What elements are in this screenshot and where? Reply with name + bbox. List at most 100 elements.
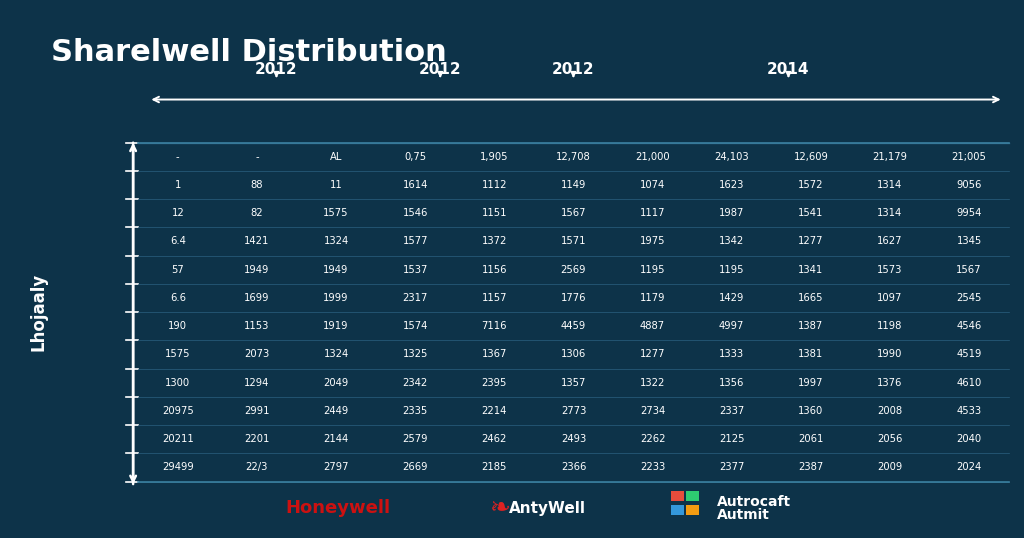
- Text: 1546: 1546: [402, 208, 428, 218]
- Text: 4610: 4610: [956, 378, 982, 388]
- Text: -: -: [255, 152, 259, 162]
- Text: 4546: 4546: [956, 321, 982, 331]
- Text: 1360: 1360: [798, 406, 823, 416]
- Text: 6.6: 6.6: [170, 293, 185, 303]
- Text: 1357: 1357: [561, 378, 586, 388]
- Text: 1574: 1574: [402, 321, 428, 331]
- Text: 2462: 2462: [481, 434, 507, 444]
- Text: 1342: 1342: [719, 236, 744, 246]
- Text: Lhojaaly: Lhojaaly: [30, 273, 48, 351]
- Text: Honeywell: Honeywell: [286, 499, 390, 518]
- Text: 21,000: 21,000: [635, 152, 670, 162]
- Text: 21;005: 21;005: [951, 152, 986, 162]
- Text: 1665: 1665: [798, 293, 823, 303]
- Text: 2201: 2201: [245, 434, 269, 444]
- Text: 1999: 1999: [324, 293, 349, 303]
- Text: 2991: 2991: [244, 406, 269, 416]
- Text: 12: 12: [171, 208, 184, 218]
- Text: 0,75: 0,75: [404, 152, 426, 162]
- Text: 2185: 2185: [481, 462, 507, 472]
- Text: 2144: 2144: [324, 434, 349, 444]
- Text: 1345: 1345: [956, 236, 982, 246]
- Text: 1623: 1623: [719, 180, 744, 190]
- Text: 2024: 2024: [956, 462, 982, 472]
- Text: 2012: 2012: [419, 62, 462, 77]
- Text: 12,609: 12,609: [794, 152, 828, 162]
- Text: 1575: 1575: [324, 208, 349, 218]
- Text: 1987: 1987: [719, 208, 744, 218]
- Text: 2214: 2214: [481, 406, 507, 416]
- Text: 4997: 4997: [719, 321, 744, 331]
- Text: 2012: 2012: [255, 62, 298, 77]
- Text: 4519: 4519: [956, 349, 982, 359]
- Text: 1153: 1153: [245, 321, 269, 331]
- Text: 1429: 1429: [719, 293, 744, 303]
- Text: 1575: 1575: [165, 349, 190, 359]
- Text: 2012: 2012: [552, 62, 595, 77]
- Text: AL: AL: [330, 152, 342, 162]
- Text: 1537: 1537: [402, 265, 428, 275]
- Text: 29499: 29499: [162, 462, 194, 472]
- Text: 1112: 1112: [481, 180, 507, 190]
- Text: 1157: 1157: [481, 293, 507, 303]
- Text: 1421: 1421: [245, 236, 269, 246]
- Text: 2773: 2773: [561, 406, 586, 416]
- Text: Autmit: Autmit: [717, 508, 770, 522]
- Text: 21,179: 21,179: [872, 152, 907, 162]
- Text: Sharelwell Distribution: Sharelwell Distribution: [51, 38, 446, 67]
- Text: 1341: 1341: [798, 265, 823, 275]
- Text: 1776: 1776: [561, 293, 586, 303]
- Text: 1627: 1627: [878, 236, 903, 246]
- Text: 1367: 1367: [481, 349, 507, 359]
- Text: 2125: 2125: [719, 434, 744, 444]
- Text: 1975: 1975: [640, 236, 666, 246]
- Text: 1: 1: [175, 180, 181, 190]
- Text: 2545: 2545: [956, 293, 982, 303]
- Text: 1376: 1376: [878, 378, 902, 388]
- Text: Autrocaft: Autrocaft: [717, 495, 791, 509]
- Text: 2734: 2734: [640, 406, 666, 416]
- Text: 1324: 1324: [324, 349, 349, 359]
- Text: 1997: 1997: [798, 378, 823, 388]
- Text: 1949: 1949: [324, 265, 349, 275]
- Text: 1097: 1097: [878, 293, 902, 303]
- Text: 1149: 1149: [561, 180, 586, 190]
- Text: -: -: [176, 152, 179, 162]
- Text: 1195: 1195: [719, 265, 744, 275]
- Text: 2337: 2337: [719, 406, 744, 416]
- Text: 1372: 1372: [481, 236, 507, 246]
- Text: 9954: 9954: [956, 208, 982, 218]
- Text: 1577: 1577: [402, 236, 428, 246]
- Text: AntyWell: AntyWell: [509, 501, 587, 516]
- Text: 2377: 2377: [719, 462, 744, 472]
- Text: 1314: 1314: [878, 180, 902, 190]
- Text: 1294: 1294: [245, 378, 269, 388]
- Text: 2014: 2014: [767, 62, 810, 77]
- Text: 2579: 2579: [402, 434, 428, 444]
- Text: 1990: 1990: [878, 349, 902, 359]
- Bar: [671, 491, 684, 501]
- Text: 57: 57: [171, 265, 184, 275]
- Bar: [686, 491, 699, 501]
- Text: 1541: 1541: [798, 208, 823, 218]
- Text: 2040: 2040: [956, 434, 982, 444]
- Text: 1325: 1325: [402, 349, 428, 359]
- Text: 2366: 2366: [561, 462, 586, 472]
- Text: 1306: 1306: [561, 349, 586, 359]
- Text: 2335: 2335: [402, 406, 428, 416]
- Text: 2669: 2669: [402, 462, 428, 472]
- Bar: [686, 505, 699, 515]
- Text: 4533: 4533: [956, 406, 982, 416]
- Text: 1277: 1277: [798, 236, 823, 246]
- Bar: [671, 505, 684, 515]
- Text: 2049: 2049: [324, 378, 349, 388]
- Text: 1699: 1699: [244, 293, 269, 303]
- Text: 4887: 4887: [640, 321, 666, 331]
- Text: 1333: 1333: [719, 349, 744, 359]
- Text: 1356: 1356: [719, 378, 744, 388]
- Text: 1151: 1151: [481, 208, 507, 218]
- Text: 11: 11: [330, 180, 342, 190]
- Text: 6.4: 6.4: [170, 236, 185, 246]
- Text: 1277: 1277: [640, 349, 666, 359]
- Text: 20211: 20211: [162, 434, 194, 444]
